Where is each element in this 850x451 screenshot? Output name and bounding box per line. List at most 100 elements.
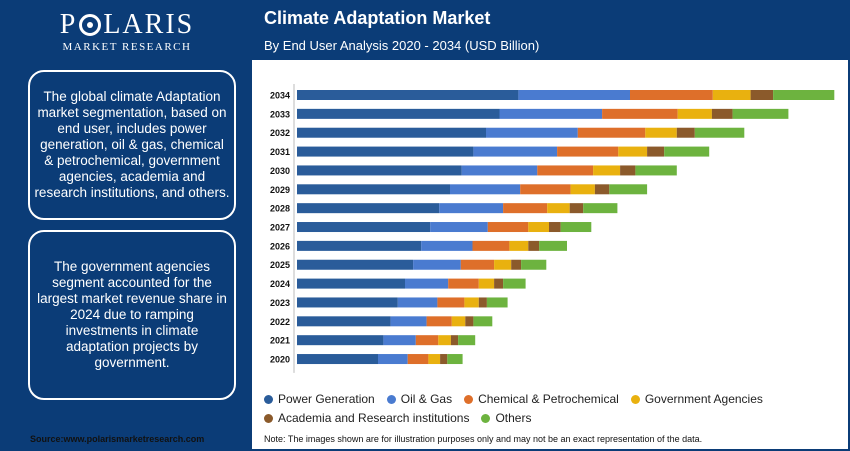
bar-2027-series-4 xyxy=(549,222,561,233)
y-tick-label-2027: 2027 xyxy=(270,223,290,233)
bar-2032-series-3 xyxy=(645,127,677,138)
bar-2026-series-3 xyxy=(509,240,529,251)
bar-2022-series-2 xyxy=(426,316,452,327)
bar-2020-series-3 xyxy=(428,354,441,365)
legend-swatch-1 xyxy=(386,395,396,404)
bar-2025-series-5 xyxy=(521,259,547,270)
legend-label-1: Oil & Gas xyxy=(400,392,453,406)
compass-o-icon xyxy=(79,14,102,36)
bar-2031-series-5 xyxy=(664,146,710,157)
bar-2029-series-3 xyxy=(570,184,595,195)
bar-2028-series-5 xyxy=(583,203,618,214)
y-tick-label-2028: 2028 xyxy=(270,204,290,214)
chart-header: Climate Adaptation Market By End User An… xyxy=(252,2,848,60)
y-tick-label-2031: 2031 xyxy=(270,147,290,157)
bar-2030-series-0 xyxy=(297,165,462,176)
bar-2029-series-0 xyxy=(297,184,450,195)
bar-2032-series-2 xyxy=(577,127,646,138)
chart-subtitle: By End User Analysis 2020 - 2034 (USD Bi… xyxy=(264,38,540,53)
bar-2024-series-2 xyxy=(448,278,479,289)
bar-2024-series-4 xyxy=(494,278,504,289)
y-tick-label-2026: 2026 xyxy=(270,241,290,251)
legend-swatch-2 xyxy=(464,395,474,404)
bar-2022-series-3 xyxy=(451,316,466,327)
legend-label-3: Government Agencies xyxy=(644,392,763,406)
y-tick-label-2032: 2032 xyxy=(270,128,290,138)
legend-swatch-0 xyxy=(264,395,273,404)
bar-2028-series-0 xyxy=(297,203,440,214)
legend-label-0: Power Generation xyxy=(278,392,375,406)
bar-2026-series-2 xyxy=(472,240,510,251)
bar-2021-series-1 xyxy=(383,335,416,346)
bar-2034-series-5 xyxy=(773,90,835,100)
bar-2025-series-2 xyxy=(460,259,495,270)
legend-label-5: Others xyxy=(495,411,532,425)
legend-item-2: Chemical & Petrochemical xyxy=(464,390,619,409)
y-tick-label-2024: 2024 xyxy=(270,279,290,289)
y-tick-label-2020: 2020 xyxy=(270,355,290,365)
bar-2027-series-3 xyxy=(528,222,549,233)
bar-2033-series-2 xyxy=(602,108,678,119)
bar-2029-series-1 xyxy=(450,184,521,195)
bar-2021-series-5 xyxy=(458,335,476,346)
bar-2034-series-0 xyxy=(297,90,519,100)
bar-2026-series-0 xyxy=(297,240,422,251)
bar-2024-series-5 xyxy=(503,278,526,289)
bar-2029-series-4 xyxy=(594,184,610,195)
bar-2031-series-2 xyxy=(557,146,619,157)
bar-2027-series-2 xyxy=(487,222,529,233)
legend-label-2: Chemical & Petrochemical xyxy=(478,392,619,406)
bar-2021-series-2 xyxy=(415,335,439,346)
bar-2030-series-4 xyxy=(620,165,636,176)
largest-segment-info-text: The government agencies segment accounte… xyxy=(37,259,227,370)
bar-2029-series-2 xyxy=(520,184,571,195)
bar-2032-series-1 xyxy=(486,127,578,138)
bar-2031-series-3 xyxy=(618,146,648,157)
largest-segment-info-box: The government agencies segment accounte… xyxy=(28,230,236,400)
bar-2032-series-4 xyxy=(676,127,695,138)
bar-2031-series-4 xyxy=(647,146,665,157)
bar-2030-series-3 xyxy=(593,165,621,176)
chart-title: Climate Adaptation Market xyxy=(264,8,491,28)
bar-2028-series-3 xyxy=(547,203,570,214)
polaris-logo: P LARIS MARKET RESEARCH xyxy=(16,10,238,56)
legend-swatch-3 xyxy=(630,395,640,404)
bar-2022-series-4 xyxy=(465,316,474,327)
legend-item-1: Oil & Gas xyxy=(386,390,453,409)
segmentation-info-box: The global climate Adaptation market seg… xyxy=(28,70,236,220)
bar-2034-series-1 xyxy=(518,90,630,100)
bar-2030-series-2 xyxy=(537,165,594,176)
bar-2027-series-1 xyxy=(430,222,488,233)
bar-2026-series-5 xyxy=(539,240,567,251)
source-text: Source:www.polarismarketresearch.com xyxy=(30,434,205,444)
legend-item-0: Power Generation xyxy=(264,390,375,409)
bar-2026-series-4 xyxy=(528,240,540,251)
bar-2033-series-5 xyxy=(732,108,789,119)
bar-2034-series-3 xyxy=(712,90,751,100)
logo-letter-p: P xyxy=(59,9,78,40)
bar-2028-series-2 xyxy=(503,203,548,214)
logo-wordmark: P LARIS xyxy=(16,10,238,40)
y-tick-label-2033: 2033 xyxy=(270,109,290,119)
bar-2021-series-3 xyxy=(438,335,451,346)
bar-2034-series-2 xyxy=(630,90,713,100)
bar-2027-series-5 xyxy=(560,222,592,233)
bar-2025-series-4 xyxy=(511,259,522,270)
segmentation-info-text: The global climate Adaptation market seg… xyxy=(34,89,230,200)
bar-2020-series-4 xyxy=(440,354,448,365)
y-tick-label-2030: 2030 xyxy=(270,166,290,176)
bar-2023-series-2 xyxy=(437,297,465,308)
bar-2023-series-0 xyxy=(297,297,398,308)
bar-2032-series-0 xyxy=(297,127,486,138)
bar-2031-series-1 xyxy=(473,146,558,157)
bar-2022-series-0 xyxy=(297,316,391,327)
bar-2033-series-1 xyxy=(499,108,603,119)
legend-swatch-4 xyxy=(264,414,273,423)
bar-2020-series-0 xyxy=(297,354,378,365)
stacked-bar-chart: 2034 2033 2032 2031 2030 2029 2028 2027 2026 2025… xyxy=(270,84,835,373)
bar-2028-series-1 xyxy=(439,203,504,214)
bar-2023-series-5 xyxy=(486,297,508,308)
chart-legend: Power Generation Oil & Gas Chemical & Petr… xyxy=(264,390,824,428)
bar-2033-series-0 xyxy=(297,108,500,119)
